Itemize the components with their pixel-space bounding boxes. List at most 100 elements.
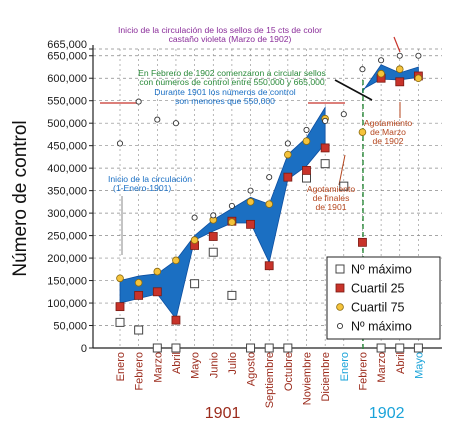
y-axis-title: Número de control — [10, 120, 31, 276]
max-circle-marker — [396, 52, 403, 59]
annotation-text: Inicio de la circulación de los sellos d… — [118, 25, 322, 35]
quartile25-marker — [395, 77, 405, 87]
x-tick-label: Enero — [339, 352, 351, 381]
x-tick-label: Abril — [395, 352, 407, 374]
quartile25-marker — [320, 143, 330, 153]
max-square-marker — [190, 279, 200, 289]
max-circle-marker — [284, 140, 291, 147]
max-square-marker — [320, 159, 330, 169]
y-tick-label: 650,000 — [47, 51, 87, 63]
annotation-text: (1-Enero-1901) — [113, 183, 171, 193]
max-circle-marker — [340, 111, 347, 118]
x-tick-label: Agosto — [246, 352, 258, 386]
y-tick-label: 600,000 — [47, 73, 87, 85]
max-square-marker — [302, 173, 311, 183]
annotation-line — [393, 36, 401, 53]
quartile75-marker — [116, 274, 124, 283]
annotation-text: Agotamiento — [364, 118, 412, 128]
y-tick-label: 50,000 — [53, 321, 87, 333]
max-circle-marker — [228, 202, 235, 209]
max-circle-marker — [378, 57, 385, 64]
max-circle-marker — [172, 120, 179, 127]
quartile75-marker — [395, 65, 404, 74]
y-tick-label: 200,000 — [47, 253, 87, 265]
y-tick-label: 400,000 — [47, 163, 87, 175]
max-circle-marker — [116, 140, 124, 147]
max-circle-marker — [359, 66, 366, 73]
year-label: 1901 — [205, 405, 241, 422]
x-tick-label: Marzo — [376, 352, 388, 383]
max-square-marker — [283, 343, 293, 353]
x-tick-label: Marzo — [152, 352, 164, 383]
x-tick-label: Febrero — [134, 352, 146, 391]
y-tick-label: 450,000 — [47, 141, 87, 153]
max-square-marker — [395, 343, 405, 353]
legend-marker — [336, 322, 344, 330]
legend-marker — [336, 303, 344, 311]
legend-box — [326, 256, 441, 340]
max-square-marker — [171, 343, 181, 353]
text-layer: 0 50,000 100,000 150,000 200,000 250,000 300,0… — [10, 25, 425, 422]
quartile25-marker — [264, 261, 274, 271]
quartile75-marker — [284, 150, 292, 159]
max-square-marker — [264, 343, 274, 353]
quartile75-marker — [302, 137, 311, 145]
quartile75-marker — [414, 74, 423, 83]
max-square-marker — [339, 181, 349, 191]
annotation-text: Durante 1901 los números de control — [154, 87, 295, 97]
max-square-marker — [246, 343, 256, 353]
marker-layer — [115, 52, 423, 353]
quartile25-marker — [283, 172, 293, 182]
max-circle-marker — [191, 214, 198, 221]
x-tick-label: Junio — [208, 352, 220, 378]
quartile-band — [119, 106, 326, 320]
legend-label: Cuartil 25 — [351, 282, 405, 296]
quartile75-marker — [190, 236, 199, 244]
max-circle-marker — [135, 98, 142, 105]
legend: Nº máximo Cuartil 25 Cuartil 75 Nº máximo — [326, 256, 441, 340]
y-tick-label: 300,000 — [47, 208, 87, 220]
quartile25-marker — [246, 219, 255, 229]
legend-label: Cuartil 75 — [351, 301, 405, 315]
max-circle-marker — [247, 187, 254, 194]
quartile25-marker — [302, 165, 311, 175]
y-tick-label: 500,000 — [47, 118, 87, 130]
max-circle-marker — [210, 212, 217, 219]
max-square-marker — [376, 343, 386, 353]
annotation-text: con números de control entre 550,000 y 6… — [139, 77, 325, 87]
quartile25-marker — [358, 237, 367, 247]
quartile25-marker — [208, 232, 218, 241]
max-square-marker — [115, 317, 125, 327]
x-tick-label: Septiembre — [264, 352, 276, 408]
x-tick-label: Abril — [171, 352, 183, 374]
legend-marker — [335, 264, 345, 274]
quartile75-marker — [265, 200, 274, 208]
annotation-text: En Febrero de 1902 comenzaron a circular… — [138, 68, 326, 78]
x-tick-label: Mayo — [190, 352, 202, 379]
y-tick-label: 150,000 — [47, 276, 87, 288]
quartile75-marker — [377, 69, 385, 78]
year-label: 1902 — [369, 405, 405, 422]
annotation-text: castaño violeta (Marzo de 1902) — [169, 34, 292, 44]
annotation-text: de finales — [313, 193, 350, 203]
quartile25-marker — [152, 287, 162, 297]
max-square-marker — [227, 290, 237, 300]
y-tick-label: 550,000 — [47, 96, 87, 108]
y-tick-label: 0 — [81, 343, 87, 355]
legend-marker — [335, 283, 345, 293]
quartile75-marker — [358, 128, 367, 136]
annotation-text: de 1902 — [372, 136, 403, 146]
quartile75-marker — [246, 198, 255, 206]
quartile75-marker — [172, 256, 180, 265]
annotation-text: son menores que 550,000 — [175, 96, 275, 106]
annotation-line — [334, 79, 373, 101]
x-tick-label: Enero — [115, 352, 127, 381]
max-square-marker — [208, 247, 218, 257]
legend-label: Nº máximo — [351, 320, 412, 334]
max-circle-marker — [322, 117, 329, 124]
x-tick-label: Octubre — [283, 352, 295, 391]
max-circle-marker — [415, 52, 422, 59]
max-circle-marker — [266, 174, 273, 181]
quartile75-marker — [228, 218, 236, 226]
